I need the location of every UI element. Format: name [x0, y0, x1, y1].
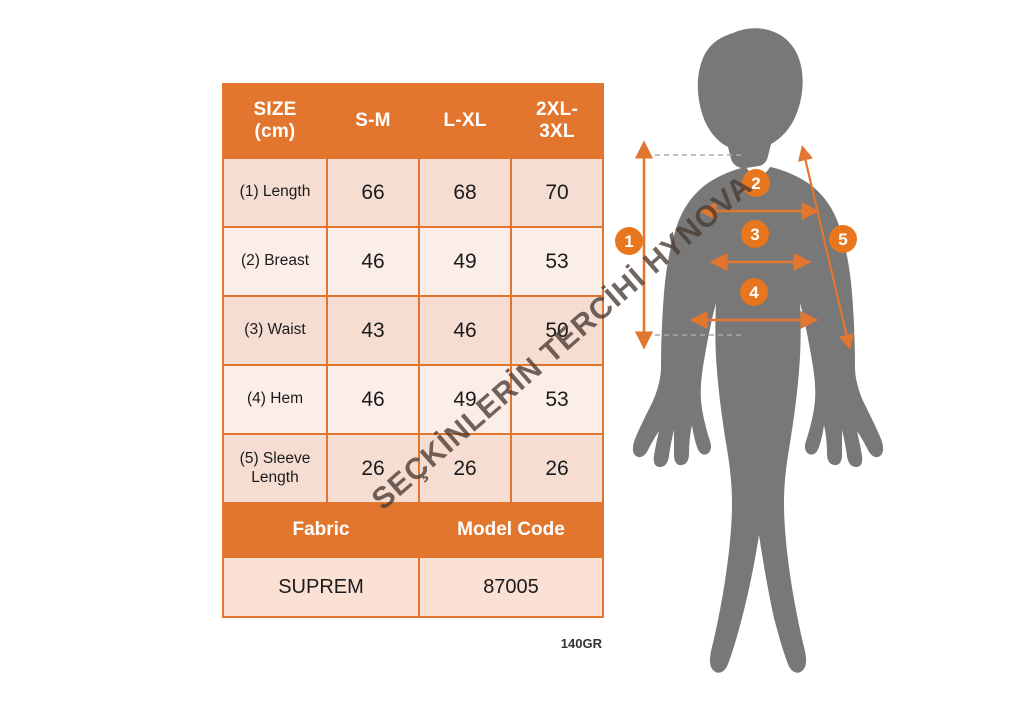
cell-breast-2xl: 53 — [510, 226, 604, 297]
cell-length-2xl: 70 — [510, 157, 604, 228]
marker-1-circle — [615, 227, 643, 255]
marker-3-circle — [741, 220, 769, 248]
header-size-line1: SIZE — [253, 99, 297, 121]
row-label-sleeve-line1: (5) Sleeve — [239, 450, 311, 468]
header-2xl-line1: 2XL- — [536, 99, 578, 121]
table-row: (1) Length 66 68 70 — [222, 157, 604, 228]
footer-value-row: SUPREM 87005 — [222, 556, 604, 618]
header-size-cm: SIZE (cm) — [222, 83, 328, 159]
value-model-code: 87005 — [418, 556, 604, 618]
cell-sleeve-sm: 26 — [326, 433, 420, 504]
table-row: (2) Breast 46 49 53 — [222, 226, 604, 297]
cell-breast-lxl: 49 — [418, 226, 512, 297]
table-row: (5) Sleeve Length 26 26 26 — [222, 433, 604, 504]
cell-length-lxl: 68 — [418, 157, 512, 228]
row-label-waist: (3) Waist — [222, 295, 328, 366]
header-size-line2: (cm) — [254, 121, 296, 142]
marker-4-label: 4 — [749, 283, 759, 302]
cell-hem-2xl: 53 — [510, 364, 604, 435]
cell-waist-sm: 43 — [326, 295, 420, 366]
marker-4-circle — [740, 278, 768, 306]
marker-2-circle — [742, 169, 770, 197]
size-chart-table: SIZE (cm) S-M L-XL 2XL- 3XL (1) Length 6… — [222, 83, 604, 618]
cell-hem-lxl: 49 — [418, 364, 512, 435]
header-model-code: Model Code — [418, 502, 604, 558]
row-label-length: (1) Length — [222, 157, 328, 228]
header-col-sm: S-M — [326, 83, 420, 159]
marker-3-label: 3 — [750, 225, 759, 244]
table-row: (4) Hem 46 49 53 — [222, 364, 604, 435]
row-label-sleeve-line2: Length — [251, 468, 299, 486]
cell-sleeve-lxl: 26 — [418, 433, 512, 504]
marker-5-label: 5 — [838, 230, 847, 249]
marker-5-circle — [829, 225, 857, 253]
marker-2-label: 2 — [751, 174, 760, 193]
cell-hem-sm: 46 — [326, 364, 420, 435]
row-label-sleeve-length: (5) Sleeve Length — [222, 433, 328, 504]
cell-length-sm: 66 — [326, 157, 420, 228]
header-col-2xl-3xl: 2XL- 3XL — [510, 83, 604, 159]
header-col-lxl: L-XL — [418, 83, 512, 159]
header-fabric: Fabric — [222, 502, 420, 558]
row-label-hem: (4) Hem — [222, 364, 328, 435]
header-2xl-line2: 3XL — [539, 121, 575, 142]
row-label-breast: (2) Breast — [222, 226, 328, 297]
measurement-figure: 1 2 3 4 5 — [615, 15, 915, 690]
gram-weight-note: 140GR — [560, 636, 602, 651]
cell-sleeve-2xl: 26 — [510, 433, 604, 504]
table-row: (3) Waist 43 46 50 — [222, 295, 604, 366]
marker-1-label: 1 — [624, 232, 633, 251]
footer-header-row: Fabric Model Code — [222, 502, 604, 558]
value-fabric: SUPREM — [222, 556, 420, 618]
cell-breast-sm: 46 — [326, 226, 420, 297]
female-silhouette-icon — [632, 28, 884, 673]
cell-waist-lxl: 46 — [418, 295, 512, 366]
table-header-row: SIZE (cm) S-M L-XL 2XL- 3XL — [222, 83, 604, 159]
measure-arrow-5 — [798, 145, 854, 350]
cell-waist-2xl: 50 — [510, 295, 604, 366]
